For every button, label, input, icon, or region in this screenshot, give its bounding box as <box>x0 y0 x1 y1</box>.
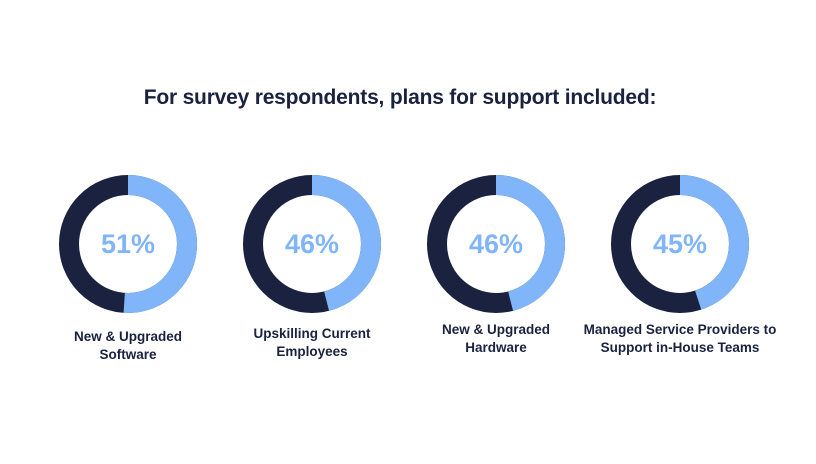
donut-svg-3 <box>427 175 565 313</box>
donut-category-label-4: Managed Service Providers to Support in-… <box>580 321 780 357</box>
donut-value-label-1: 51% <box>100 229 156 259</box>
donut-category-label-3: New & Upgraded Hardware <box>396 321 596 357</box>
donut-value-label-2: 46% <box>284 229 340 259</box>
donut-category-label-1: New & Upgraded Software <box>28 328 228 364</box>
donut-chart-4: 45% <box>610 174 750 314</box>
chart-title: For survey respondents, plans for suppor… <box>143 86 657 109</box>
donut-chart-1: 51% <box>58 174 198 314</box>
donut-category-label-3-line-1: New & Upgraded <box>441 322 550 337</box>
donut-chart-2: 46% <box>242 174 382 314</box>
donut-category-label-1-line-1: New & Upgraded <box>73 329 182 344</box>
donut-category-label-2-line-1: Upskilling Current <box>253 326 371 341</box>
donut-value-label-3: 46% <box>468 229 524 259</box>
donut-svg-4 <box>611 175 749 313</box>
donut-fill-3 <box>427 175 565 313</box>
donut-fill-4 <box>611 175 749 313</box>
donut-category-label-3-line-2: Hardware <box>465 340 527 355</box>
donut-fill-2 <box>243 175 381 313</box>
donut-chart-3: 46% <box>426 174 566 314</box>
donut-category-label-1-line-2: Software <box>99 347 157 362</box>
donut-category-label-4-line-2: Support in-House Teams <box>600 340 760 355</box>
donut-value-label-4: 45% <box>652 229 708 259</box>
donut-fill-1 <box>59 175 197 313</box>
donut-category-label-2: Upskilling Current Employees <box>212 325 412 361</box>
donut-svg-2 <box>243 175 381 313</box>
donut-category-label-2-line-2: Employees <box>276 344 348 359</box>
donut-svg-1 <box>59 175 197 313</box>
donut-category-label-4-line-1: Managed Service Providers to <box>583 322 777 337</box>
